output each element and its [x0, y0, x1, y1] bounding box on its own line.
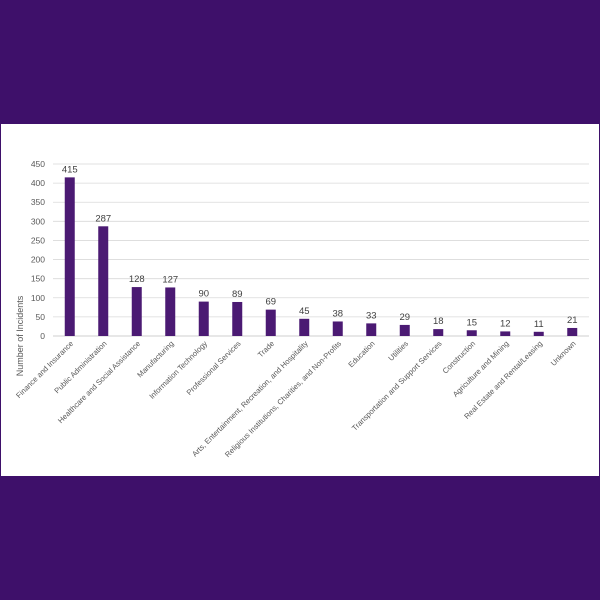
gridlines [53, 163, 589, 337]
category-label: Education [346, 339, 376, 369]
bar [165, 287, 176, 336]
bar-chart: 0 50 100 150 200 250 300 350 400 450 415 287 128 127… [14, 159, 589, 459]
y-tick-label: 0 [40, 331, 45, 341]
y-tick-label: 350 [31, 197, 45, 207]
y-tick-label: 300 [31, 216, 45, 226]
bars [64, 177, 578, 336]
data-labels: 415 287 128 127 90 89 69 45 38 33 29 18 15 12 11 21 [62, 164, 578, 329]
y-tick-label: 450 [31, 159, 45, 169]
y-axis-title: Number of Incidents [15, 295, 25, 376]
data-label: 45 [299, 306, 310, 317]
data-label: 128 [129, 274, 145, 285]
category-label: Utilities [386, 339, 410, 363]
data-label: 89 [232, 289, 243, 300]
chart-panel: 0 50 100 150 200 250 300 350 400 450 415 287 128 127… [1, 124, 599, 476]
data-label: 12 [500, 318, 511, 329]
data-label: 21 [567, 315, 578, 326]
data-label: 38 [332, 308, 343, 319]
y-tick-label: 50 [36, 312, 46, 322]
data-label: 127 [162, 274, 178, 285]
bar [433, 329, 444, 336]
bar [567, 327, 578, 336]
bar [64, 177, 75, 336]
bar [466, 330, 477, 336]
category-label: Information Technology [147, 339, 209, 401]
bar [98, 226, 109, 336]
y-tick-label: 400 [31, 178, 45, 188]
bar [332, 321, 343, 336]
bar [533, 331, 544, 336]
y-tick-label: 100 [31, 293, 45, 303]
data-label: 33 [366, 310, 377, 321]
bar [232, 301, 243, 336]
data-label: 287 [95, 213, 111, 224]
bar [366, 323, 377, 336]
data-label: 29 [399, 312, 410, 323]
category-label: Construction [441, 339, 478, 376]
category-label: Trade [256, 339, 276, 359]
y-tick-label: 250 [31, 235, 45, 245]
category-label: Agriculture and Mining [451, 339, 511, 399]
bar [299, 318, 310, 336]
category-label: Arts, Entertainment, Recreation, and Hos… [190, 339, 310, 459]
bar [399, 324, 410, 336]
y-axis-ticks: 0 50 100 150 200 250 300 350 400 450 [31, 159, 45, 341]
bar [500, 331, 511, 336]
data-label: 415 [62, 164, 78, 175]
y-tick-label: 150 [31, 274, 45, 284]
bar [265, 309, 276, 336]
data-label: 15 [466, 317, 477, 328]
data-label: 18 [433, 316, 444, 327]
data-label: 90 [198, 289, 209, 300]
y-tick-label: 200 [31, 255, 45, 265]
bar [131, 287, 142, 336]
category-label: Unknown [549, 339, 578, 368]
data-label: 11 [534, 319, 544, 330]
bar [198, 301, 209, 336]
data-label: 69 [265, 297, 276, 308]
category-label: Religious Institutions, Charities, and N… [223, 339, 343, 459]
